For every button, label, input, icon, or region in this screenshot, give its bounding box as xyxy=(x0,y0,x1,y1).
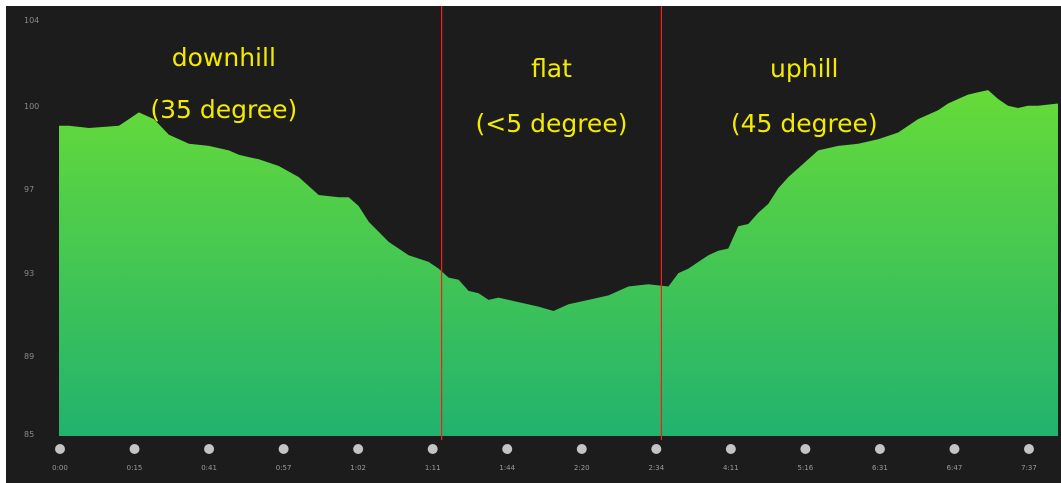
y-tick-label: 100 xyxy=(24,102,39,111)
x-tick-marker xyxy=(129,444,140,454)
x-tick-label: 0:57 xyxy=(276,464,292,472)
y-tick-label: 93 xyxy=(24,269,34,278)
x-tick-marker xyxy=(800,444,811,454)
x-tick-marker xyxy=(353,444,364,454)
section-annotation: flat xyxy=(531,54,572,83)
x-tick-label: 7:37 xyxy=(1021,464,1037,472)
x-tick-marker xyxy=(1024,444,1034,454)
x-tick-marker xyxy=(204,444,215,454)
x-tick-marker xyxy=(278,444,289,454)
x-tick-label: 0:41 xyxy=(201,464,217,472)
x-tick-label: 0:00 xyxy=(52,464,68,472)
section-annotation: downhill xyxy=(172,43,276,72)
x-tick-marker xyxy=(502,444,513,454)
x-tick-label: 1:11 xyxy=(425,464,441,472)
x-tick-marker xyxy=(949,444,960,454)
y-tick-label: 85 xyxy=(24,430,34,439)
x-tick-label: 6:31 xyxy=(872,464,888,472)
y-tick-label: 89 xyxy=(24,352,34,361)
x-tick-marker xyxy=(55,444,65,454)
elevation-area xyxy=(59,90,1058,436)
x-tick-marker xyxy=(725,444,736,454)
x-tick-label: 0:15 xyxy=(127,464,143,472)
x-tick-label: 1:44 xyxy=(499,464,515,472)
x-tick-label: 5:16 xyxy=(798,464,814,472)
x-tick-label: 1:02 xyxy=(350,464,366,472)
x-tick-label: 6:47 xyxy=(947,464,963,472)
x-tick-label: 4:11 xyxy=(723,464,739,472)
x-tick-label: 2:34 xyxy=(648,464,664,472)
section-annotation: uphill xyxy=(770,54,838,83)
x-tick-marker xyxy=(874,444,885,454)
elevation-chart: 104 100 97 93 89 85 0:00 0:15 0:41 0:57 1:02 1:11 1… xyxy=(24,6,1058,472)
section-annotation: (35 degree) xyxy=(150,95,297,124)
section-annotation: (45 degree) xyxy=(731,109,878,138)
x-tick-label: 2:20 xyxy=(574,464,590,472)
y-tick-label: 97 xyxy=(24,185,34,194)
section-annotation: (<5 degree) xyxy=(476,109,628,138)
y-tick-label: 104 xyxy=(24,16,39,25)
x-tick-marker xyxy=(427,444,438,454)
x-tick-marker xyxy=(651,444,662,454)
x-tick-marker xyxy=(576,444,587,454)
chart-frame: 104 100 97 93 89 85 0:00 0:15 0:41 0:57 1:02 1:11 1… xyxy=(6,6,1061,483)
